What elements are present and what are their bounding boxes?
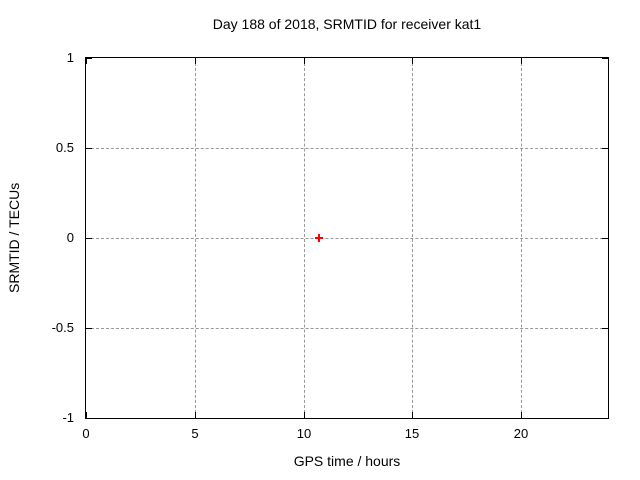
gridline-y-0 (86, 238, 608, 239)
y-tick-right--0.5 (602, 328, 608, 329)
x-tick-top-15 (412, 58, 413, 64)
plot-area: 0 5 10 15 20 -1 -0.5 0 0.5 1 (52, 50, 609, 441)
y-tick-left-0.5 (86, 148, 92, 149)
y-tick-right--1 (602, 418, 608, 419)
y-tick-right-0 (602, 238, 608, 239)
x-tick-bottom-5 (195, 412, 196, 418)
gridline-y--0.5 (86, 328, 608, 329)
x-tick-label-5: 5 (191, 426, 199, 441)
y-tick-label--0.5: -0.5 (51, 320, 74, 335)
y-tick-label-0.5: 0.5 (55, 140, 74, 155)
x-tick-label-15: 15 (404, 426, 420, 441)
x-axis-label: GPS time / hours (293, 453, 401, 469)
x-tick-top-5 (195, 58, 196, 64)
x-tick-bottom-20 (521, 412, 522, 418)
x-tick-bottom-10 (304, 412, 305, 418)
y-tick-label-1: 1 (66, 50, 74, 65)
y-tick-left--1 (86, 418, 92, 419)
y-tick-left-0 (86, 238, 92, 239)
y-tick-left-1 (86, 58, 92, 59)
x-tick-top-20 (521, 58, 522, 64)
y-tick-right-1 (602, 58, 608, 59)
y-tick-left--0.5 (86, 328, 92, 329)
x-tick-label-10: 10 (296, 426, 312, 441)
x-tick-top-0 (86, 58, 87, 64)
gridline-y-0.5 (86, 148, 608, 149)
chart-title: Day 188 of 2018, SRMTID for receiver kat… (212, 16, 482, 32)
x-tick-label-0: 0 (82, 426, 90, 441)
data-point-0 (314, 234, 323, 242)
y-tick-label--1: -1 (62, 410, 74, 425)
y-tick-right-0.5 (602, 148, 608, 149)
x-tick-bottom-15 (412, 412, 413, 418)
x-tick-label-20: 20 (513, 426, 529, 441)
x-tick-bottom-0 (86, 412, 87, 418)
y-tick-label-0: 0 (66, 230, 74, 245)
x-tick-top-10 (304, 58, 305, 64)
